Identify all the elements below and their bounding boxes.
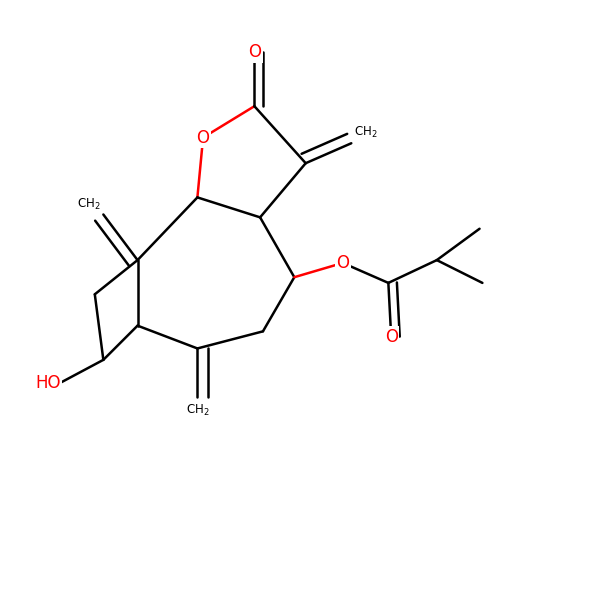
Text: O: O bbox=[197, 128, 209, 146]
Text: CH$_2$: CH$_2$ bbox=[354, 125, 378, 140]
Text: HO: HO bbox=[35, 374, 61, 392]
Text: O: O bbox=[248, 43, 261, 61]
Text: O: O bbox=[385, 328, 398, 346]
Text: O: O bbox=[336, 254, 349, 272]
Text: CH$_2$: CH$_2$ bbox=[185, 403, 209, 418]
Text: CH$_2$: CH$_2$ bbox=[77, 197, 101, 212]
